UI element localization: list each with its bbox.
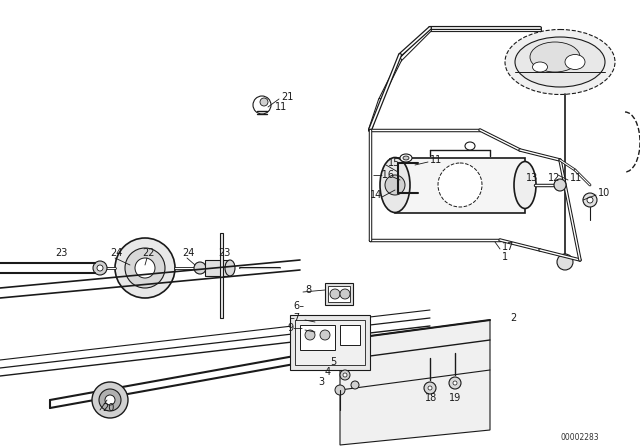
- Text: 9—: 9—: [287, 323, 303, 333]
- Ellipse shape: [565, 55, 585, 69]
- Circle shape: [320, 330, 330, 340]
- Text: 12: 12: [548, 173, 561, 183]
- Ellipse shape: [505, 30, 615, 95]
- Text: 23: 23: [218, 248, 230, 258]
- Text: 11: 11: [570, 173, 582, 183]
- Ellipse shape: [400, 154, 412, 162]
- Bar: [328, 286, 350, 302]
- Text: —16: —16: [373, 170, 395, 180]
- Bar: [295, 320, 365, 365]
- Circle shape: [105, 395, 115, 405]
- Text: 18: 18: [425, 393, 437, 403]
- Text: 4: 4: [325, 367, 331, 377]
- Bar: [205, 260, 230, 276]
- Circle shape: [340, 370, 350, 380]
- Text: 23: 23: [55, 248, 67, 258]
- Circle shape: [587, 197, 593, 203]
- Circle shape: [97, 265, 103, 271]
- Text: 21: 21: [281, 92, 293, 102]
- Ellipse shape: [465, 142, 475, 150]
- Circle shape: [92, 382, 128, 418]
- Text: 8: 8: [305, 285, 311, 295]
- Circle shape: [93, 261, 107, 275]
- Ellipse shape: [225, 260, 235, 276]
- Circle shape: [449, 377, 461, 389]
- Circle shape: [305, 330, 315, 340]
- Ellipse shape: [515, 37, 605, 87]
- Text: 14: 14: [370, 190, 382, 200]
- Text: –7: –7: [290, 313, 301, 323]
- Text: 15: 15: [388, 158, 401, 168]
- Circle shape: [340, 289, 350, 299]
- Bar: [290, 315, 370, 370]
- Text: 11: 11: [430, 155, 442, 165]
- Circle shape: [351, 381, 359, 389]
- Circle shape: [115, 238, 175, 298]
- Circle shape: [99, 389, 121, 411]
- Text: 24: 24: [182, 248, 195, 258]
- Ellipse shape: [380, 158, 410, 212]
- Bar: [325, 283, 353, 305]
- Circle shape: [424, 382, 436, 394]
- Circle shape: [453, 381, 457, 385]
- Ellipse shape: [532, 62, 547, 72]
- Circle shape: [194, 262, 206, 274]
- Text: 3: 3: [318, 377, 324, 387]
- Circle shape: [135, 258, 155, 278]
- Ellipse shape: [403, 156, 409, 160]
- Circle shape: [330, 289, 340, 299]
- Text: 19: 19: [449, 393, 461, 403]
- Circle shape: [335, 385, 345, 395]
- Ellipse shape: [530, 42, 580, 72]
- Ellipse shape: [514, 161, 536, 208]
- Text: 11: 11: [275, 102, 287, 112]
- Text: 20: 20: [102, 403, 115, 413]
- Text: 10: 10: [598, 188, 611, 198]
- Circle shape: [253, 96, 271, 114]
- Text: 5: 5: [330, 357, 336, 367]
- Circle shape: [557, 254, 573, 270]
- Circle shape: [125, 248, 165, 288]
- Text: 13: 13: [526, 173, 538, 183]
- Bar: [340, 325, 360, 345]
- Circle shape: [385, 175, 405, 195]
- Text: 24: 24: [110, 248, 122, 258]
- Text: 00002283: 00002283: [561, 432, 599, 441]
- Circle shape: [438, 163, 482, 207]
- Text: 1: 1: [502, 252, 508, 262]
- Text: 22: 22: [142, 248, 154, 258]
- Bar: [395, 158, 525, 213]
- Circle shape: [260, 98, 268, 106]
- Text: 6–: 6–: [293, 301, 304, 311]
- Bar: [220, 233, 223, 318]
- Circle shape: [343, 373, 347, 377]
- Circle shape: [583, 193, 597, 207]
- Polygon shape: [340, 320, 490, 445]
- Circle shape: [554, 179, 566, 191]
- Text: 2: 2: [510, 313, 516, 323]
- Bar: [300, 325, 335, 350]
- Circle shape: [428, 386, 432, 390]
- Text: 17: 17: [502, 242, 515, 252]
